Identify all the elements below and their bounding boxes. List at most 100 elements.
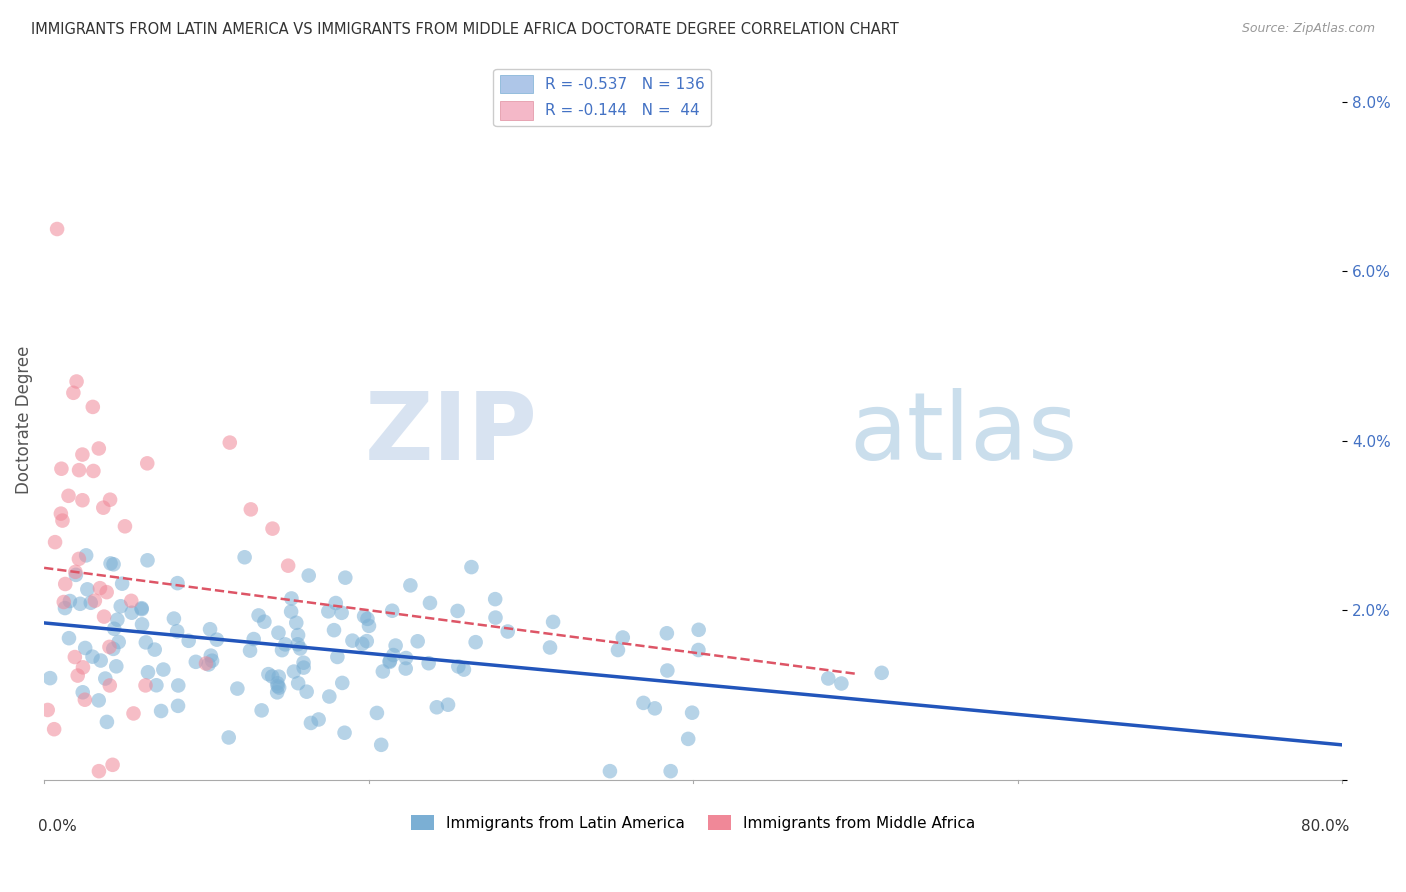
Point [484, 610, 506, 624]
Point [330, 676, 353, 690]
Point [599, 764, 621, 779]
Point [111, 576, 134, 591]
Point [53, 577, 76, 591]
Point [437, 698, 460, 712]
Point [326, 649, 349, 664]
Point [342, 633, 364, 648]
Point [283, 665, 305, 679]
Point [250, 703, 273, 717]
Point [82, 400, 104, 414]
Point [152, 663, 174, 677]
Point [262, 522, 284, 536]
Point [145, 678, 167, 692]
Point [262, 669, 284, 683]
Point [96, 714, 118, 729]
Point [136, 456, 159, 470]
Point [447, 659, 470, 673]
Point [541, 615, 564, 629]
Point [105, 659, 128, 673]
Point [269, 681, 291, 695]
Point [267, 670, 290, 684]
Point [72, 448, 94, 462]
Point [100, 557, 122, 571]
Point [98, 640, 121, 654]
Point [110, 599, 132, 614]
Point [52, 595, 75, 609]
Point [308, 713, 330, 727]
Point [333, 725, 356, 739]
Point [242, 632, 264, 646]
Point [75, 549, 97, 563]
Point [120, 594, 142, 608]
Point [49, 507, 72, 521]
Point [167, 678, 190, 692]
Point [406, 634, 429, 648]
Point [226, 681, 249, 696]
Point [356, 634, 378, 648]
Point [131, 601, 153, 615]
Point [87, 764, 110, 779]
Point [426, 700, 449, 714]
Legend: R = -0.537   N = 136, R = -0.144   N =  44: R = -0.537 N = 136, R = -0.144 N = 44 [494, 69, 711, 126]
Point [384, 639, 406, 653]
Point [257, 667, 280, 681]
Point [330, 606, 353, 620]
Point [657, 664, 679, 678]
Point [51, 514, 73, 528]
Point [277, 558, 299, 573]
Point [121, 606, 143, 620]
Point [105, 613, 128, 627]
Text: ZIP: ZIP [364, 388, 537, 480]
Point [75, 640, 97, 655]
Point [69, 597, 91, 611]
Point [67, 463, 90, 477]
Point [134, 678, 156, 692]
Point [395, 662, 418, 676]
Point [366, 706, 388, 720]
Point [63, 650, 86, 665]
Point [817, 672, 839, 686]
Y-axis label: Doctorate Degree: Doctorate Degree [15, 345, 32, 494]
Point [89, 581, 111, 595]
Point [688, 623, 710, 637]
Point [496, 624, 519, 639]
Point [136, 665, 159, 680]
Point [82, 464, 104, 478]
Point [91, 500, 114, 515]
Point [830, 676, 852, 690]
Point [382, 648, 405, 662]
Point [676, 731, 699, 746]
Point [166, 576, 188, 591]
Point [318, 690, 340, 704]
Point [87, 693, 110, 707]
Point [287, 637, 309, 651]
Point [218, 731, 240, 745]
Point [135, 635, 157, 649]
Point [195, 657, 218, 671]
Point [39, 671, 62, 685]
Text: atlas: atlas [849, 388, 1077, 480]
Point [285, 615, 308, 630]
Point [103, 558, 125, 572]
Point [287, 628, 309, 642]
Point [167, 698, 190, 713]
Point [419, 596, 441, 610]
Point [299, 715, 322, 730]
Point [62, 385, 84, 400]
Point [103, 641, 125, 656]
Point [201, 654, 224, 668]
Point [150, 704, 173, 718]
Point [357, 619, 380, 633]
Point [323, 623, 346, 637]
Point [378, 654, 401, 668]
Point [184, 655, 207, 669]
Point [37, 703, 59, 717]
Point [122, 706, 145, 721]
Point [76, 582, 98, 597]
Point [131, 602, 153, 616]
Point [688, 643, 710, 657]
Point [98, 492, 121, 507]
Point [103, 622, 125, 636]
Point [399, 578, 422, 592]
Point [460, 560, 482, 574]
